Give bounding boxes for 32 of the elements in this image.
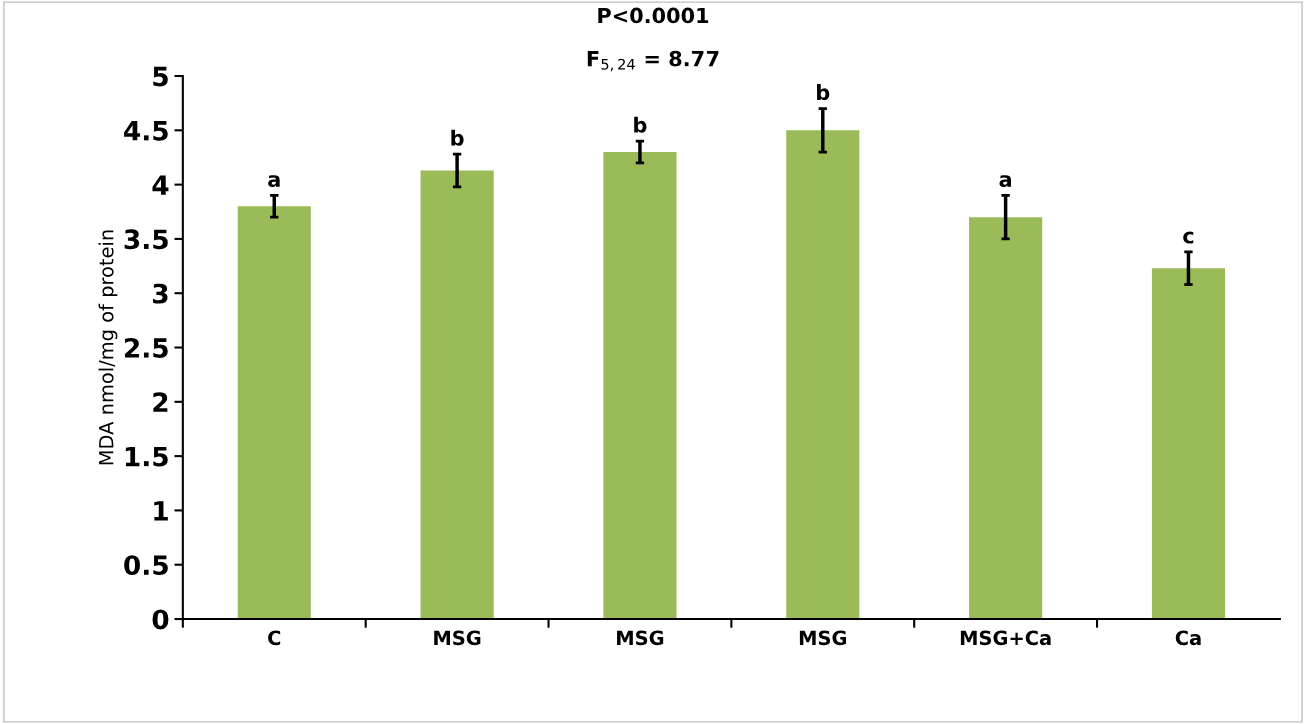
y-tick-label: 2.5: [124, 337, 168, 358]
y-tick-label: 4.5: [124, 121, 168, 141]
y-tick-label: 1.5: [125, 446, 168, 467]
y-axis-title: MDA nmol/mg of protein: [98, 230, 118, 465]
x-tick-label: MSG: [799, 630, 846, 646]
y-tick-label: 5: [153, 66, 168, 87]
bar: [1151, 268, 1226, 620]
annotation: a: [999, 175, 1012, 188]
bar: [969, 217, 1043, 620]
x-tick-label: Ca: [1175, 630, 1201, 646]
y-tick-label: 0.5: [124, 555, 168, 576]
x-tick-label: MSG+Ca: [960, 630, 1051, 646]
x-tick-label: MSG: [617, 630, 664, 646]
y-tick-label: 2: [153, 392, 168, 412]
text: F$_{5,24}$ = 8.77: [587, 50, 719, 72]
x-tick-label: C: [268, 630, 281, 646]
bar: [420, 170, 494, 620]
annotation: c: [1183, 231, 1194, 244]
bar: [237, 206, 311, 620]
y-tick-label: 4: [152, 175, 169, 195]
y-tick-label: 3: [153, 283, 168, 304]
y-tick-label: 3.5: [124, 229, 168, 250]
annotation: b: [817, 84, 830, 101]
x-tick-label: MSG: [434, 630, 481, 646]
annotation: a: [268, 175, 280, 188]
annotation: b: [451, 129, 464, 146]
annotation: b: [634, 116, 647, 133]
bar: [786, 130, 860, 620]
text: P<0.0001: [598, 7, 709, 24]
bar: [603, 152, 677, 620]
y-tick-label: 0: [152, 609, 169, 630]
y-tick-label: 1: [154, 501, 168, 521]
